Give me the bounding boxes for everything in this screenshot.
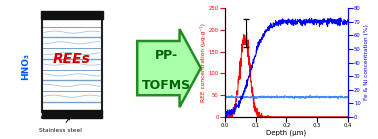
Polygon shape: [40, 11, 103, 19]
Text: PP-: PP-: [154, 49, 178, 62]
Text: REEs: REEs: [53, 52, 91, 66]
FancyArrow shape: [137, 29, 201, 107]
Y-axis label: Fe & Ni concentration (%): Fe & Ni concentration (%): [364, 25, 369, 100]
Y-axis label: REE concentration (μg·g⁻¹): REE concentration (μg·g⁻¹): [200, 23, 206, 102]
Text: HNO₃: HNO₃: [21, 53, 30, 80]
Text: TOFMS: TOFMS: [141, 79, 191, 92]
Polygon shape: [42, 19, 102, 112]
X-axis label: Depth (μm): Depth (μm): [266, 129, 307, 136]
Polygon shape: [42, 110, 102, 118]
Text: Stainless steel: Stainless steel: [39, 117, 82, 133]
